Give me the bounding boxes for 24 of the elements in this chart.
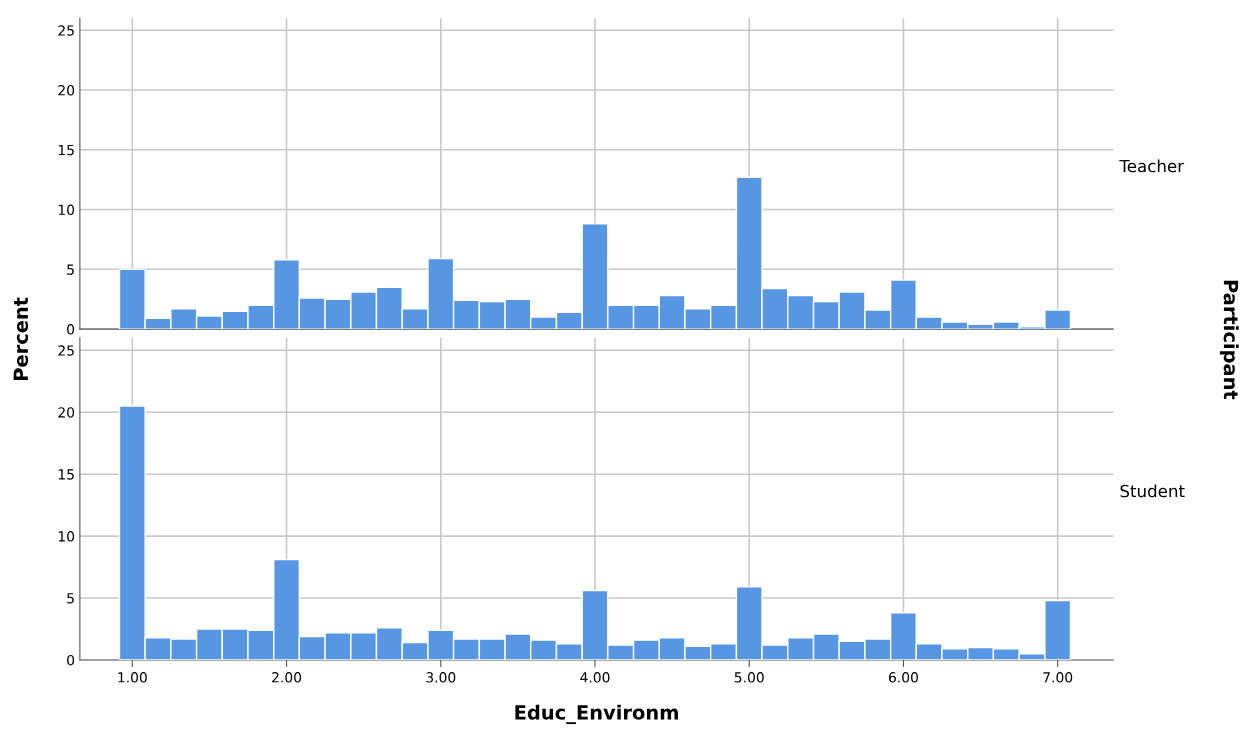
- y-tick-label: 10: [58, 204, 75, 216]
- text: Student: [1120, 484, 1185, 498]
- y-tick-label: 20: [58, 85, 75, 96]
- x-tick-label: 6.00: [888, 672, 918, 683]
- text: Teacher: [1119, 159, 1185, 173]
- y-tick-label: 20: [58, 407, 75, 418]
- y-tick-label: 5: [67, 593, 74, 604]
- y2-axis-title: Participant: [1219, 280, 1239, 400]
- y-tick-label: 25: [58, 25, 74, 36]
- y-tick-label: 0: [67, 324, 75, 335]
- x-tick-label: 1.00: [118, 672, 147, 683]
- x-tick-label: 2.00: [272, 672, 302, 683]
- y-tick-label: 15: [58, 144, 74, 156]
- y-tick-label: 25: [58, 345, 74, 356]
- x-tick-label: 3.00: [426, 672, 456, 683]
- y-axis-title: Percent: [13, 297, 29, 381]
- x-tick-label: 7.00: [1043, 672, 1073, 683]
- x-tick-label: 5.00: [734, 672, 764, 683]
- x-axis-title: Educ_Environm: [515, 704, 678, 725]
- y-tick-label: 0: [67, 654, 75, 666]
- y-tick-label: 5: [67, 264, 74, 275]
- y-tick-label: 10: [58, 531, 75, 542]
- x-tick-label: 4.00: [580, 672, 610, 683]
- y-tick-label: 15: [58, 469, 74, 480]
